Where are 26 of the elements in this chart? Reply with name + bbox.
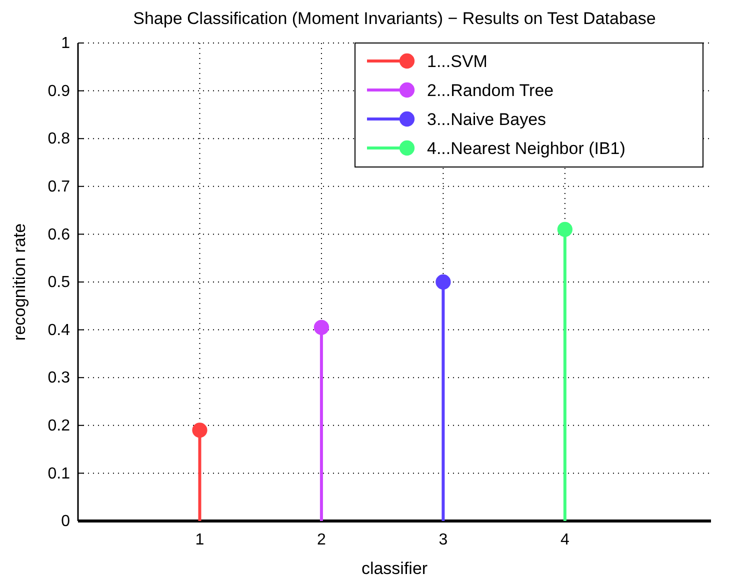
legend-label: 4...Nearest Neighbor (IB1) — [427, 139, 626, 158]
y-tick-label: 0.7 — [48, 178, 70, 196]
y-tick-label: 0 — [61, 513, 70, 530]
legend-label: 3...Naive Bayes — [427, 110, 546, 129]
y-tick-label: 0.5 — [48, 274, 70, 292]
y-tick-label: 0.6 — [48, 226, 70, 244]
legend-label: 1...SVM — [427, 52, 488, 71]
y-tick-label: 0.2 — [48, 418, 70, 435]
chart-title: Shape Classification (Moment Invariants) − Results on Test Database — [133, 9, 656, 28]
point — [557, 222, 572, 237]
x-tick-label: 4 — [560, 531, 570, 548]
x-axis-title: classifier — [361, 559, 428, 578]
y-tick-label: 1 — [61, 35, 70, 52]
legend-label: 2...Random Tree — [427, 81, 554, 100]
point — [436, 274, 451, 290]
x-tick-label: 3 — [438, 531, 448, 548]
point — [192, 422, 208, 438]
x-tick-label: 2 — [317, 531, 326, 548]
point — [314, 320, 330, 335]
y-tick-label: 0.1 — [48, 465, 70, 482]
y-tick-label: 0.9 — [48, 82, 70, 100]
y-axis-title: recognition rate — [10, 223, 29, 341]
y-tick-label: 0.4 — [48, 322, 70, 339]
y-tick-label: 0.8 — [48, 130, 70, 148]
x-tick-label: 1 — [195, 531, 204, 548]
y-tick-label: 0.3 — [48, 370, 70, 387]
